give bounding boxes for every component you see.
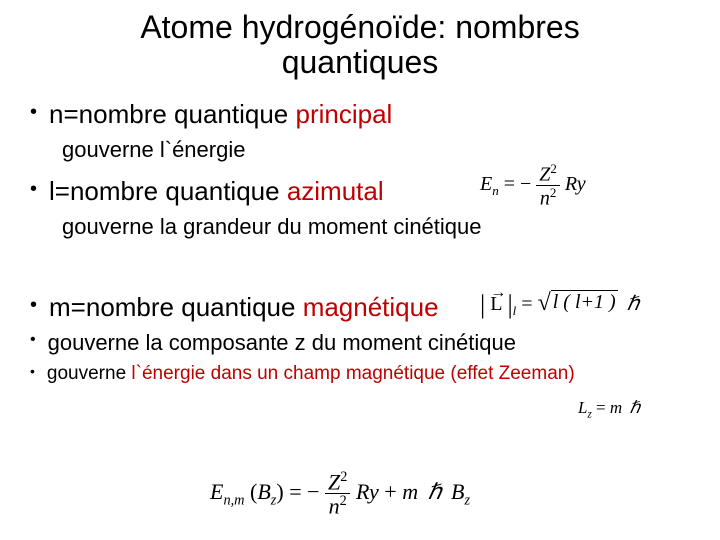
eq4-plus: +: [384, 479, 402, 504]
eq3-hbar: ℏ: [629, 398, 640, 417]
eq4-equals: =: [289, 479, 307, 504]
eq4-Ry: Ry: [356, 479, 379, 504]
eq4-paren-close: ): [276, 479, 283, 504]
eq2-L-vec: → L: [490, 293, 502, 316]
arrow-icon: →: [490, 284, 502, 302]
l-prefix: l=nombre quantique: [49, 176, 287, 206]
eq1-Ry: Ry: [565, 173, 586, 195]
bullet-n-sub: gouverne l`énergie: [62, 136, 690, 165]
eq4-Z2: 2: [340, 469, 347, 485]
eq1-Z: Z: [539, 164, 550, 186]
eq4-B2: B: [451, 479, 464, 504]
eq1-n: n: [540, 187, 550, 209]
m-sub2-b: l`énergie dans un champ magnétique (effe…: [131, 363, 574, 384]
equation-energy-n: En = − Z2 n2 Ry: [480, 162, 586, 208]
eq2-sub-l: l: [513, 303, 517, 318]
eq1-sub-n: n: [492, 183, 499, 198]
equation-angular-momentum: | → L |l = √ l ( l+1 ) ℏ: [480, 290, 639, 320]
sqrt-icon: √: [538, 290, 551, 317]
eq2-sqrt-body: l ( l+1 ): [551, 290, 618, 317]
bullet-m-sub2: • gouverne l`énergie dans un champ magné…: [30, 362, 690, 387]
bullet-dot-icon: •: [30, 175, 37, 203]
bullet-m-text: m=nombre quantique magnétique: [49, 291, 439, 325]
n-red: principal: [295, 99, 392, 129]
eq4-E: E: [210, 479, 223, 504]
eq4-hbar: ℏ: [428, 479, 442, 504]
m-red: magnétique: [303, 292, 439, 322]
title-line-2: quantiques: [282, 44, 439, 80]
eq1-Z2: 2: [550, 161, 557, 176]
eq4-Bz: B: [257, 479, 270, 504]
eq4-minus: −: [307, 479, 319, 504]
bullet-dot-icon: •: [30, 329, 36, 351]
m-prefix: m=nombre quantique: [49, 292, 303, 322]
eq1-equals: =: [504, 173, 520, 195]
bullet-dot-icon: •: [30, 291, 37, 319]
eq4-Z: Z: [328, 469, 340, 494]
bullet-l-text: l=nombre quantique azimutal: [49, 175, 384, 209]
eq1-E: E: [480, 173, 492, 195]
eq4-n: n: [329, 494, 340, 519]
l-red: azimutal: [287, 176, 384, 206]
eq4-fraction: Z2 n2: [325, 470, 350, 518]
eq4-B2-sub: z: [464, 492, 470, 508]
eq2-sqrt: √ l ( l+1 ): [538, 290, 618, 317]
bullet-n: • n=nombre quantique principal: [30, 98, 690, 132]
bullet-dot-icon: •: [30, 98, 37, 126]
m-sub2-a: gouverne: [47, 363, 132, 384]
eq2-equals: =: [521, 293, 537, 315]
bullet-n-text: n=nombre quantique principal: [49, 98, 392, 132]
equation-zeeman: En,m (Bz) = − Z2 n2 Ry + m ℏ Bz: [210, 470, 470, 518]
eq4-sub-nm: n,m: [223, 492, 244, 508]
m-sub2-text: gouverne l`énergie dans un champ magnéti…: [47, 362, 575, 387]
eq1-fraction: Z2 n2: [536, 162, 560, 208]
eq4-n2: 2: [340, 493, 347, 509]
eq2-bar-left: |: [480, 290, 485, 320]
bullet-l: • l=nombre quantique azimutal: [30, 175, 690, 209]
eq2-hbar: ℏ: [627, 293, 640, 315]
n-prefix: n=nombre quantique: [49, 99, 295, 129]
bullet-l-sub: gouverne la grandeur du moment cinétique: [62, 213, 690, 242]
equation-Lz: Lz = m ℏ: [578, 398, 640, 420]
m-sub1-text: gouverne la composante z du moment cinét…: [48, 329, 516, 358]
bullet-m-sub1: • gouverne la composante z du moment cin…: [30, 329, 690, 358]
eq3-equals: =: [596, 398, 610, 417]
eq3-m: m: [610, 398, 622, 417]
eq3-sub-z: z: [587, 408, 591, 420]
slide-title: Atome hydrogénoïde: nombres quantiques: [30, 10, 690, 80]
eq4-m: m: [402, 479, 418, 504]
bullet-dot-icon: •: [30, 362, 35, 382]
title-line-1: Atome hydrogénoïde: nombres: [140, 9, 579, 45]
eq1-minus: −: [520, 173, 531, 195]
eq1-n2: 2: [550, 185, 557, 200]
